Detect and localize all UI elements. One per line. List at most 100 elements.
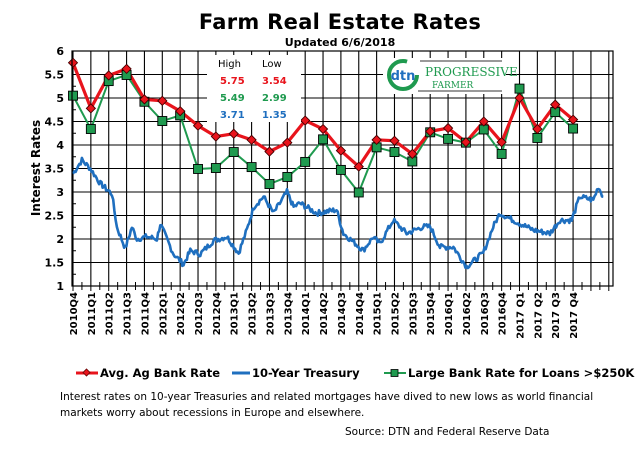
y-axis-ticks: 1 1.5 2 2.5 3 3.5 4 4.5 5 5.5 6 (45, 45, 65, 293)
x-tick-label: 2012Q3 (194, 292, 205, 335)
ag-bank-rate-point (282, 137, 293, 148)
ag-bank-rate-point (157, 95, 168, 106)
updated-date: Updated 6/6/2018 (284, 36, 396, 49)
y-axis-label: Interest Rates (29, 120, 43, 216)
ag-bank-rate-point (300, 115, 311, 126)
ag-bank-rate-point (425, 126, 436, 137)
ag-bank-rate-point (532, 123, 543, 135)
large-bank-rate-point (443, 133, 454, 144)
large-bank-rate-point (85, 124, 96, 134)
x-tick-label: 2017 Q1 (516, 292, 527, 339)
large-bank-low: 2.99 (262, 93, 287, 104)
x-tick-label: 2011Q2 (105, 292, 116, 335)
large-bank-rate-point (335, 164, 346, 175)
x-tick-label: 2013Q4 (283, 292, 294, 335)
x-tick-label: 2011Q3 (123, 292, 134, 335)
x-tick-label: 2015Q2 (390, 292, 401, 335)
x-tick-label: 2016Q4 (498, 292, 509, 335)
x-tick-label: 2011Q4 (140, 292, 151, 335)
large-bank-rate-point (568, 123, 579, 134)
caption: Interest rates on 10-year Treasuries and… (60, 391, 594, 419)
y-tick-label: 3 (56, 186, 64, 199)
large-bank-rate-point (353, 187, 364, 198)
ag-bank-rate-point (371, 134, 382, 145)
y-tick-label: 1 (56, 280, 64, 293)
chart-title: Farm Real Estate Rates (198, 10, 482, 34)
ag-bank-rate-point (389, 135, 400, 146)
legend-label: 10-Year Treasury (252, 366, 360, 380)
x-tick-label: 2012Q4 (212, 292, 223, 335)
ag-bank-rate-point (442, 122, 454, 134)
x-tick-label: 2014Q2 (319, 292, 330, 335)
x-tick-label: 2011Q1 (87, 292, 98, 335)
x-tick-label: 2015Q3 (408, 292, 419, 335)
source-note: Source: DTN and Federal Reserve Data (345, 426, 550, 438)
high-low-background (207, 55, 301, 122)
large-bank-rate-point (300, 156, 311, 167)
ag-bank-rate-point (317, 123, 329, 135)
ag-bank-rate-point (478, 116, 489, 127)
large-bank-rate-point (228, 147, 239, 158)
ag-bank-rate-point (460, 137, 472, 148)
y-tick-label: 2 (56, 233, 64, 246)
x-tick-label: 2016Q3 (480, 292, 491, 335)
x-tick-label: 2010Q4 (69, 292, 80, 335)
legend-label: Large Bank Rate for Loans >$250K (408, 366, 635, 380)
ag-bank-rate-point (210, 131, 222, 142)
x-tick-label: 2013Q3 (265, 292, 276, 335)
large-bank-high: 5.49 (220, 93, 245, 104)
ag-bank-rate-point (335, 145, 347, 156)
x-axis-ticks: 2010Q4 2011Q1 2011Q2 2011Q3 2011Q4 2012Q1 2012… (69, 292, 580, 339)
large-bank-rate-point (68, 90, 78, 101)
x-tick-label: 2014Q3 (337, 292, 348, 335)
x-tick-label: 2016Q1 (444, 292, 455, 335)
ag-bank-high: 5.75 (220, 76, 245, 87)
x-tick-label: 2013Q1 (230, 292, 241, 335)
logo-text-progressive: PROGRESSIVE (425, 65, 518, 79)
legend-large-bank-rate: Large Bank Rate for Loans >$250K (384, 366, 634, 380)
y-tick-label: 5.5 (45, 69, 65, 82)
ag-bank-rate-point (246, 134, 257, 145)
dtn-progressive-farmer-logo: dtn PROGRESSIVE FARMER (383, 58, 518, 94)
blue-line-icon (232, 371, 250, 375)
large-bank-rate-point (210, 163, 221, 173)
ag-bank-rate-point (264, 146, 275, 157)
legend-ag-bank-rate: Avg. Ag Bank Rate (76, 366, 220, 380)
ag-bank-rate-point (85, 103, 97, 114)
large-bank-rate-point (496, 148, 507, 159)
ag-bank-rate-point (353, 161, 364, 172)
ag-bank-rate-point (496, 137, 507, 148)
ag-bank-rate-point (192, 120, 204, 131)
large-bank-rate-point (264, 179, 275, 189)
ag-bank-rate-point (567, 114, 579, 125)
y-tick-label: 4.5 (45, 116, 65, 129)
x-tick-label: 2013Q2 (248, 292, 259, 335)
large-bank-rate-point (157, 116, 168, 126)
large-bank-rate-point (389, 147, 400, 158)
x-tick-label: 2015Q1 (373, 292, 384, 335)
large-bank-rate-point (282, 172, 293, 182)
y-tick-label: 2.5 (45, 210, 65, 223)
ag-bank-rate-point (550, 99, 561, 110)
high-low-box: High Low 5.75 3.54 5.49 2.99 3.71 1.35 (207, 55, 301, 122)
legend-treasury: 10-Year Treasury (232, 366, 360, 380)
large-bank-rate-point (318, 134, 328, 145)
logo-text-farmer: FARMER (432, 81, 474, 91)
svg-text:dtn: dtn (391, 69, 416, 84)
x-tick-label: 2017 Q4 (569, 292, 580, 339)
ag-bank-rate-point (67, 57, 79, 68)
treasury-line (71, 156, 604, 270)
x-tick-label: 2014Q1 (301, 292, 312, 335)
ag-bank-rate-point (103, 70, 114, 81)
y-tick-label: 5 (56, 92, 64, 105)
ag-bank-rate-point (407, 148, 418, 160)
large-bank-rate-point (246, 162, 257, 173)
green-square-line-icon (384, 369, 406, 377)
x-tick-label: 2017 Q2 (533, 292, 544, 339)
x-tick-label: 2017 Q3 (551, 292, 562, 339)
large-bank-rate-point (193, 164, 203, 174)
low-header: Low (262, 59, 282, 70)
x-tick-label: 2014Q4 (355, 292, 366, 335)
large-bank-rate-point (514, 83, 525, 94)
